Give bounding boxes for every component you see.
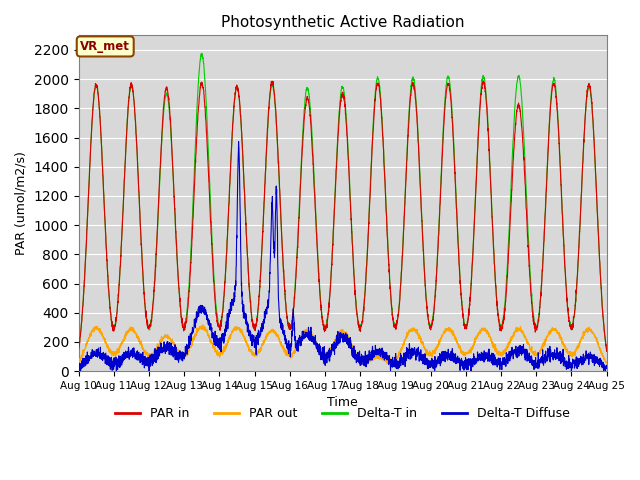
Text: VR_met: VR_met (80, 40, 130, 53)
Title: Photosynthetic Active Radiation: Photosynthetic Active Radiation (221, 15, 464, 30)
Legend: PAR in, PAR out, Delta-T in, Delta-T Diffuse: PAR in, PAR out, Delta-T in, Delta-T Dif… (109, 402, 575, 425)
X-axis label: Time: Time (327, 396, 358, 409)
Y-axis label: PAR (umol/m2/s): PAR (umol/m2/s) (15, 151, 28, 255)
